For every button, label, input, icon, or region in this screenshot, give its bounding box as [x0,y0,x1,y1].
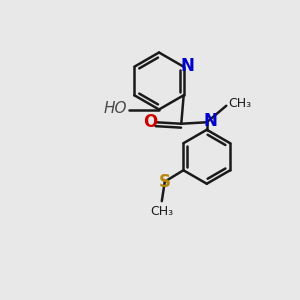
Text: HO: HO [104,101,128,116]
Text: O: O [144,113,158,131]
Text: CH₃: CH₃ [150,205,173,218]
Text: S: S [159,173,171,191]
Text: CH₃: CH₃ [228,97,251,110]
Text: N: N [181,57,194,75]
Text: N: N [203,112,217,130]
